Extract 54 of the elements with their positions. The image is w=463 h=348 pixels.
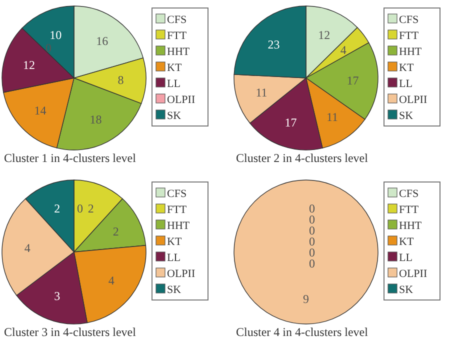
legend-label: SK [167,110,182,122]
data-label: 4 [24,240,30,255]
data-label: 9 [303,292,309,306]
legend-label: SK [399,110,414,122]
legend-label: FTT [167,204,187,216]
legend-label: CFS [399,14,419,26]
text: Cluster 2 in 4-clusters level [236,151,369,165]
data-label: 10 [50,28,62,42]
data-label: 18 [90,112,102,127]
data-label: 8 [118,73,124,88]
legend-label: OLPII [399,94,428,106]
data-label: 23 [268,37,280,52]
data-label: 4 [108,273,114,288]
legend-label: HHT [399,46,422,58]
data-label: 2 [54,202,60,216]
data-label: 12 [23,58,36,72]
legend-label: HHT [399,220,422,232]
legend-label: LL [399,252,413,264]
data-label: 14 [34,104,46,118]
legend-label: CFS [399,188,419,200]
legend-label: LL [399,78,413,90]
text: Cluster 3 in 4-clusters level [4,325,137,339]
legend-label: FTT [167,30,187,42]
data-label: 4 [340,43,346,58]
data-label: 17 [284,115,297,130]
legend-label: FTT [399,30,419,42]
data-label: 11 [256,86,268,100]
text: Cluster 4 in 4-clusters level [236,325,369,339]
legend-label: HHT [167,46,190,58]
data-label: 12 [318,28,330,42]
text: 0 [46,40,52,55]
legend-label: LL [167,78,181,90]
data-label: 2 [112,224,119,238]
data-label: 3 [54,288,60,303]
data-label: 16 [96,34,108,48]
data-label: 11 [326,110,338,124]
legend-label: FTT [399,204,419,216]
legend-label: SK [167,284,182,296]
legend-label: SK [399,284,414,296]
legend-label: OLPII [167,94,196,106]
data-label: 2 [88,202,94,216]
legend-label: HHT [167,220,190,232]
legend-label: CFS [167,14,187,26]
data-label: 17 [346,74,359,88]
legend-label: LL [167,252,181,264]
text: 0 [77,202,83,216]
legend-label: OLPII [167,268,196,280]
legend-label: CFS [167,188,187,200]
legend-label: KT [399,62,414,74]
legend-label: KT [167,62,182,74]
legend-label: KT [167,236,182,248]
legend-label: KT [399,236,414,248]
legend-label: OLPII [399,268,428,280]
text: Cluster 1 in 4-clusters level [4,151,137,165]
